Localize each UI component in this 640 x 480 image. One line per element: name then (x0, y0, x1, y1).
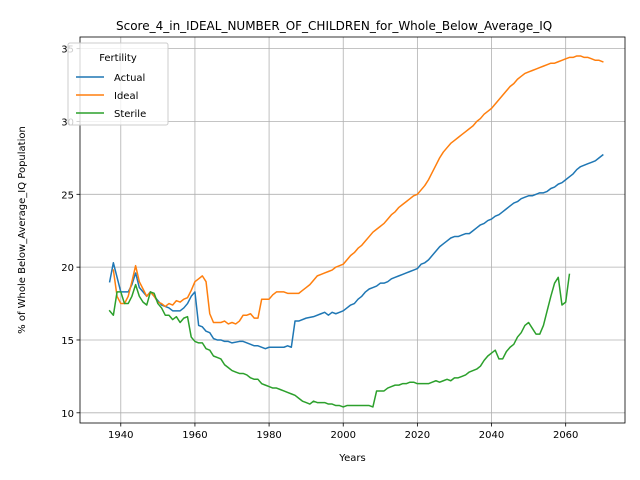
x-tick-label: 2020 (405, 430, 430, 441)
legend-entries: Actual Ideal Sterile (76, 73, 146, 120)
legend-label-sterile: Sterile (114, 109, 146, 120)
series-line-ideal (112, 55, 604, 325)
y-tick-label: 20 (61, 263, 74, 274)
legend-label-ideal: Ideal (114, 91, 138, 102)
series-line-sterile (108, 273, 571, 408)
tick-layer: 1940196019802000202020402060101520253035 (61, 45, 578, 441)
y-tick-label: 25 (61, 190, 74, 201)
legend: Fertility Actual Ideal Sterile (67, 42, 169, 126)
y-axis-title: % of Whole Below_Average_IQ Population (17, 126, 28, 334)
plot-frame (79, 36, 626, 424)
series-line-actual (108, 153, 604, 350)
chart-title: Score_4_in_IDEAL_NUMBER_OF_CHILDREN_for_… (116, 19, 552, 33)
legend-label-actual: Actual (114, 73, 145, 84)
series-layer (108, 55, 604, 408)
x-axis-title: Years (338, 453, 365, 464)
x-tick-label: 2060 (553, 430, 578, 441)
x-tick-label: 1980 (256, 430, 281, 441)
y-tick-label: 10 (61, 409, 74, 420)
legend-title: Fertility (99, 53, 137, 64)
x-tick-label: 2000 (331, 430, 356, 441)
legend-box (67, 42, 169, 126)
y-tick-label: 15 (61, 336, 74, 347)
x-tick-label: 2040 (479, 430, 504, 441)
x-tick-label: 1940 (108, 430, 133, 441)
x-tick-label: 1960 (182, 430, 207, 441)
